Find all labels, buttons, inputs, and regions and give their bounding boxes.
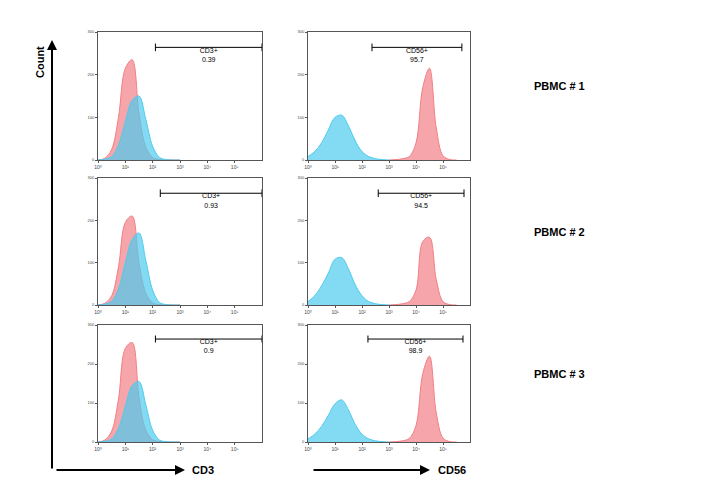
- svg-text:10¹: 10¹: [331, 446, 339, 452]
- svg-text:CD3+0.39: CD3+0.39: [200, 47, 218, 63]
- svg-text:10³: 10³: [385, 309, 393, 315]
- svg-text:0: 0: [302, 302, 305, 307]
- svg-text:10⁴: 10⁴: [412, 446, 420, 452]
- svg-text:100: 100: [88, 115, 95, 120]
- svg-text:0: 0: [92, 439, 95, 444]
- svg-text:300: 300: [298, 29, 305, 34]
- svg-text:300: 300: [298, 175, 305, 180]
- svg-text:100: 100: [88, 260, 95, 265]
- svg-text:10⁰: 10⁰: [304, 309, 312, 315]
- svg-text:PBMC # 2: PBMC # 2: [534, 226, 585, 238]
- svg-text:200: 200: [88, 72, 95, 77]
- svg-text:CD56+94.5: CD56+94.5: [410, 192, 432, 208]
- svg-text:0: 0: [92, 302, 95, 307]
- svg-text:10⁵: 10⁵: [231, 309, 239, 315]
- svg-text:10²: 10²: [149, 309, 157, 315]
- svg-text:CD56: CD56: [438, 464, 466, 476]
- svg-text:10⁵: 10⁵: [231, 446, 239, 452]
- svg-text:10⁵: 10⁵: [439, 164, 447, 170]
- svg-text:10¹: 10¹: [122, 446, 130, 452]
- svg-text:200: 200: [298, 72, 305, 77]
- svg-text:100: 100: [298, 260, 305, 265]
- svg-text:300: 300: [88, 322, 95, 327]
- svg-text:300: 300: [298, 322, 305, 327]
- svg-text:10³: 10³: [385, 164, 393, 170]
- svg-text:100: 100: [298, 115, 305, 120]
- svg-text:CD3+0.9: CD3+0.9: [200, 338, 218, 354]
- svg-text:300: 300: [88, 29, 95, 34]
- svg-text:10⁵: 10⁵: [439, 309, 447, 315]
- svg-text:10²: 10²: [149, 164, 157, 170]
- svg-text:10⁴: 10⁴: [203, 446, 211, 452]
- svg-text:10²: 10²: [358, 164, 366, 170]
- svg-text:PBMC # 3: PBMC # 3: [534, 368, 585, 380]
- svg-text:CD3: CD3: [192, 464, 214, 476]
- svg-text:CD56+95.7: CD56+95.7: [406, 47, 428, 63]
- svg-text:10²: 10²: [149, 446, 157, 452]
- svg-text:100: 100: [88, 400, 95, 405]
- svg-text:10¹: 10¹: [331, 164, 339, 170]
- svg-text:200: 200: [298, 361, 305, 366]
- svg-text:CD56+98.9: CD56+98.9: [404, 338, 426, 354]
- svg-text:0: 0: [302, 157, 305, 162]
- svg-text:10²: 10²: [358, 309, 366, 315]
- svg-text:300: 300: [88, 175, 95, 180]
- svg-text:10¹: 10¹: [122, 309, 130, 315]
- svg-text:PBMC # 1: PBMC # 1: [534, 80, 585, 92]
- svg-text:200: 200: [88, 361, 95, 366]
- svg-text:10⁴: 10⁴: [203, 164, 211, 170]
- svg-text:10³: 10³: [176, 309, 184, 315]
- svg-text:10⁰: 10⁰: [94, 446, 102, 452]
- svg-text:0: 0: [92, 157, 95, 162]
- svg-text:10⁰: 10⁰: [304, 446, 312, 452]
- svg-text:10³: 10³: [385, 446, 393, 452]
- svg-text:10⁴: 10⁴: [203, 309, 211, 315]
- svg-text:10¹: 10¹: [122, 164, 130, 170]
- svg-text:10²: 10²: [358, 446, 366, 452]
- svg-text:100: 100: [298, 400, 305, 405]
- svg-text:200: 200: [298, 218, 305, 223]
- svg-text:Count: Count: [34, 46, 46, 78]
- svg-text:10³: 10³: [176, 164, 184, 170]
- svg-text:10⁴: 10⁴: [412, 164, 420, 170]
- svg-text:10³: 10³: [176, 446, 184, 452]
- svg-text:10⁴: 10⁴: [412, 309, 420, 315]
- svg-text:0: 0: [302, 439, 305, 444]
- svg-text:10⁰: 10⁰: [304, 164, 312, 170]
- svg-text:10⁰: 10⁰: [94, 309, 102, 315]
- svg-text:10¹: 10¹: [331, 309, 339, 315]
- svg-text:CD3+0.93: CD3+0.93: [202, 192, 220, 208]
- svg-text:200: 200: [88, 218, 95, 223]
- svg-text:10⁵: 10⁵: [439, 446, 447, 452]
- svg-text:10⁰: 10⁰: [94, 164, 102, 170]
- svg-text:10⁵: 10⁵: [231, 164, 239, 170]
